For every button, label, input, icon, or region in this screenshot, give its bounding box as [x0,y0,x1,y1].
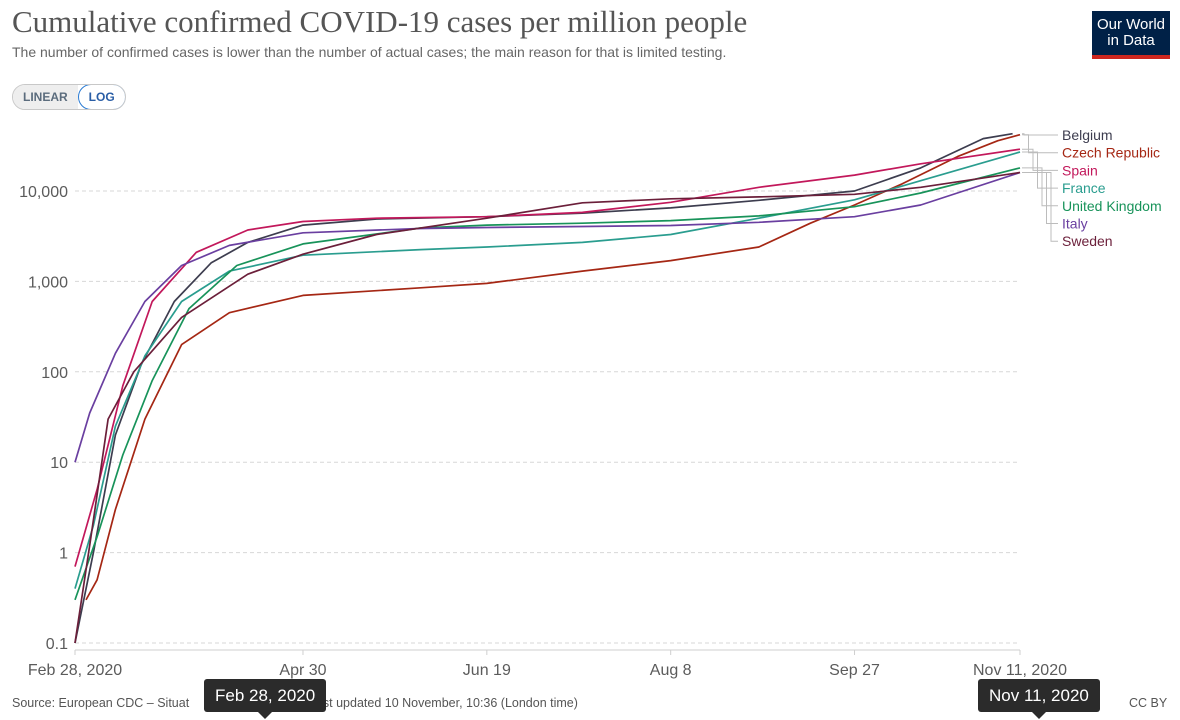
legend-label: Italy [1062,216,1088,232]
legend-label: Czech Republic [1062,145,1160,161]
logo-line-1: Our World [1096,16,1166,33]
x-tick-label: Sep 27 [829,662,880,679]
scale-toggle: LINEAR LOG [12,84,126,110]
legend-label: France [1062,180,1106,196]
y-tick-label: 10 [50,455,68,472]
legend-label: Spain [1062,162,1098,178]
y-tick-label: 1 [59,546,68,563]
y-tick-label: 100 [41,365,68,382]
legend-leader-line [1022,151,1058,189]
series-line [74,171,1021,644]
chart-subtitle: The number of confirmed cases is lower t… [12,44,727,60]
source-note: Source: European CDC – Situat de – Last u… [12,696,578,710]
source-text-tail: de – Last updated 10 November, 10:36 (Lo… [281,696,578,710]
legend-leader-line [1022,167,1058,207]
series-line [74,171,1021,463]
owid-logo[interactable]: Our World in Data [1092,11,1170,59]
logo-line-2: in Data [1107,32,1155,49]
x-tick-label: Aug 8 [650,662,692,679]
chart-title: Cumulative confirmed COVID-19 cases per … [12,4,748,39]
legend-label: United Kingdom [1062,198,1162,214]
y-tick-label: 1,000 [28,274,68,291]
linear-scale-button[interactable]: LINEAR [13,85,78,109]
series-line [74,132,1013,644]
timeline-start-handle[interactable]: Feb 28, 2020 [204,679,327,719]
license-link[interactable]: CC BY [1129,696,1168,710]
legend-label: Sweden [1062,233,1113,249]
series-line [85,133,1021,601]
x-tick-label: Feb 28, 2020 [28,662,122,679]
legend-leader-line [1022,172,1058,224]
timeline-end-handle[interactable]: Nov 11, 2020 [978,679,1100,719]
y-tick-label: 0.1 [46,636,68,653]
series-line [74,151,1021,589]
legend-leader-line [1022,172,1058,242]
source-text: Source: European CDC – Situat [12,696,190,710]
log-scale-button[interactable]: LOG [77,85,125,109]
x-tick-label: Nov 11, 2020 [973,662,1067,679]
y-tick-label: 10,000 [19,184,68,201]
legend-leader-line [1022,148,1058,171]
series-line [74,148,1021,567]
legend-label: Belgium [1062,127,1113,143]
series-line [74,167,1021,601]
x-tick-label: Apr 30 [279,662,326,679]
legend-leader-line [1022,134,1058,154]
x-tick-label: Jun 19 [463,662,511,679]
